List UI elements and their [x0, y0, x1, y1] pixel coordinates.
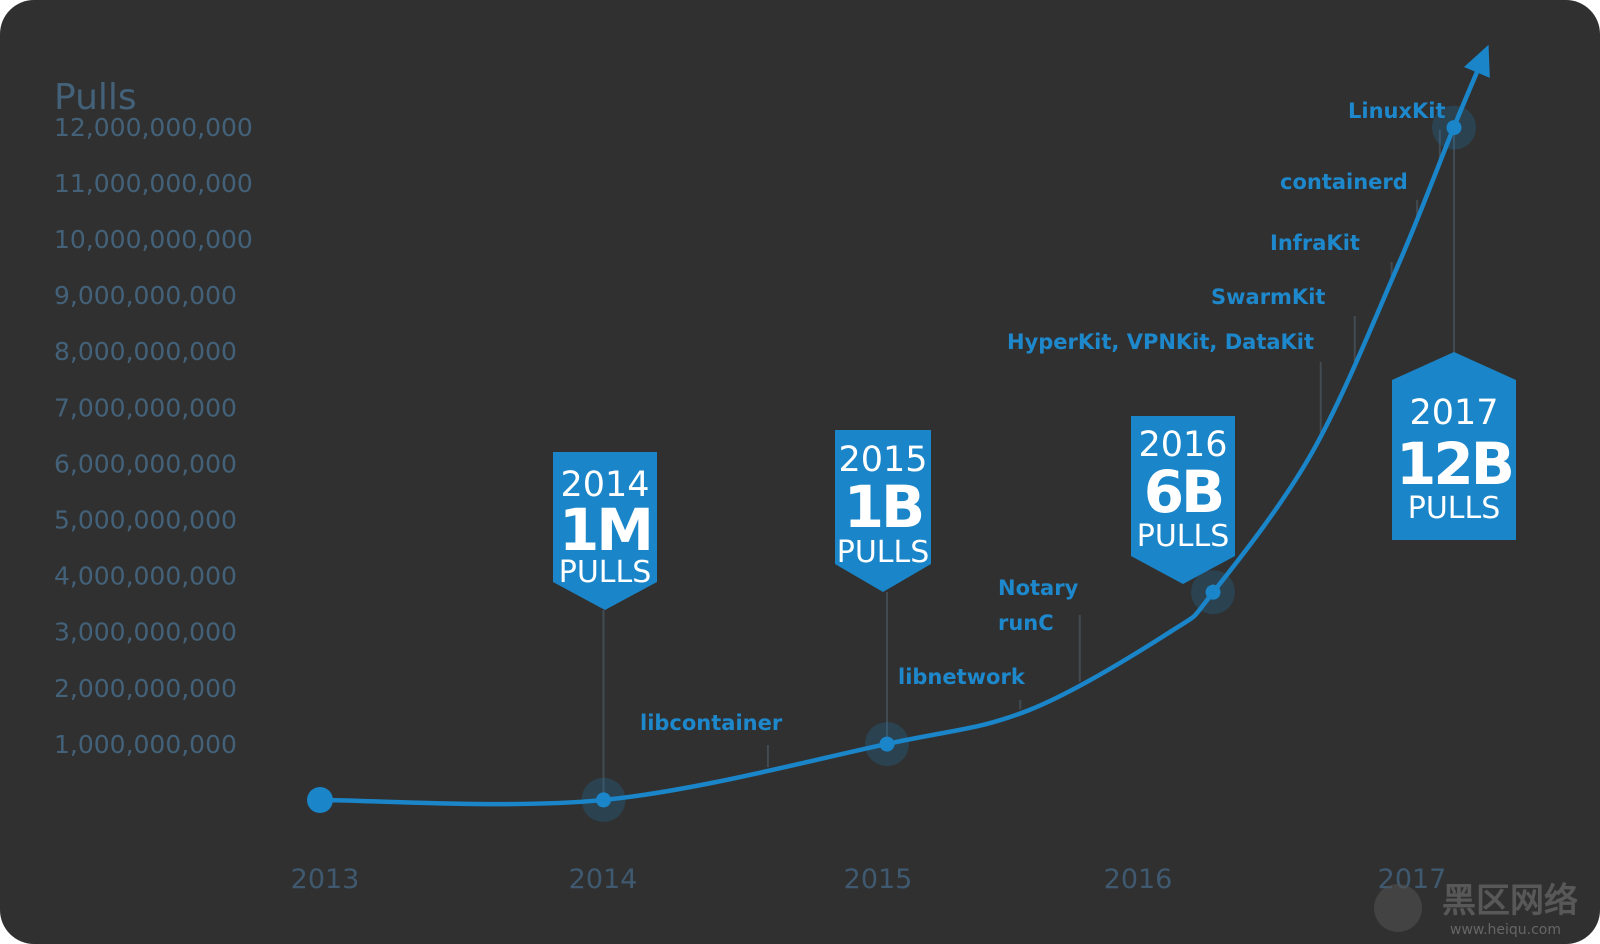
y-tick-label: 11,000,000,000 [54, 169, 253, 198]
y-tick-label: 5,000,000,000 [54, 506, 237, 535]
series-line-group [307, 44, 1490, 813]
milestone-year: 2015 [838, 440, 927, 480]
y-tick-label: 3,000,000,000 [54, 618, 237, 647]
milestone-unit: PULLS [1137, 519, 1230, 554]
y-tick-label: 10,000,000,000 [54, 225, 253, 254]
x-tick-label: 2015 [844, 864, 913, 895]
y-tick-label: 7,000,000,000 [54, 393, 237, 422]
milestone-value: 1B [844, 473, 923, 541]
annotation-label: libcontainer [640, 711, 783, 735]
y-tick-label: 2,000,000,000 [54, 674, 237, 703]
watermark-logo-icon [1374, 884, 1422, 932]
watermark-url: www.heiqu.com [1450, 922, 1561, 938]
x-tick-label: 2013 [291, 864, 360, 895]
x-tick-label: 2014 [569, 864, 638, 895]
annotation-label: Notary [998, 576, 1079, 600]
annotation-label: InfraKit [1270, 231, 1360, 255]
milestone-callout-badge [835, 430, 931, 592]
milestone-callouts: 20141MPULLS20151BPULLS20166BPULLS201712B… [553, 352, 1516, 610]
start-point [307, 787, 333, 813]
milestone-year: 2014 [560, 465, 649, 505]
milestone-point [1446, 120, 1462, 136]
x-tick-label: 2016 [1104, 864, 1173, 895]
y-tick-label: 4,000,000,000 [54, 562, 237, 591]
y-tick-labels: 1,000,000,000 2,000,000,000 3,000,000,000 4… [54, 113, 253, 759]
y-tick-label: 6,000,000,000 [54, 449, 237, 478]
milestone-year: 2017 [1409, 393, 1498, 433]
y-tick-label: 8,000,000,000 [54, 337, 237, 366]
milestone-value: 6B [1144, 458, 1223, 526]
milestone-point [1205, 584, 1221, 600]
milestone-callout-badge [1131, 416, 1235, 584]
milestone-value: 1M [559, 496, 651, 564]
y-tick-label: 12,000,000,000 [54, 113, 253, 142]
x-tick-labels: 2013 2014 2015 2016 2017 [291, 864, 1447, 895]
milestone-unit: PULLS [559, 555, 652, 590]
milestone-callout-badge [1392, 352, 1516, 540]
annotation-label: LinuxKit [1348, 99, 1446, 123]
milestone-value: 12B [1396, 430, 1512, 498]
milestone-point [596, 792, 611, 808]
y-tick-label: 1,000,000,000 [54, 730, 237, 759]
annotation-labels: libcontainer libnetwork runC Notary HyperKit… [640, 99, 1446, 735]
annotation-label: HyperKit, VPNKit, DataKit [1007, 330, 1314, 354]
watermark-text: 黑区网络 [1442, 881, 1578, 921]
milestone-callout-badge [553, 452, 657, 610]
line-arrowhead [1464, 44, 1490, 78]
milestone-point [879, 736, 895, 752]
annotation-label: runC [998, 611, 1054, 635]
milestone-year: 2016 [1138, 425, 1227, 465]
annotation-label: libnetwork [898, 665, 1026, 689]
y-axis-title: Pulls [54, 77, 137, 118]
watermark: 黑区网络 www.heiqu.com [1374, 881, 1578, 938]
y-tick-label: 9,000,000,000 [54, 281, 237, 310]
series-line [317, 57, 1485, 807]
annotation-label: containerd [1280, 170, 1408, 194]
milestone-unit: PULLS [1408, 491, 1501, 526]
annotation-label: SwarmKit [1211, 285, 1325, 309]
milestone-unit: PULLS [837, 535, 930, 570]
